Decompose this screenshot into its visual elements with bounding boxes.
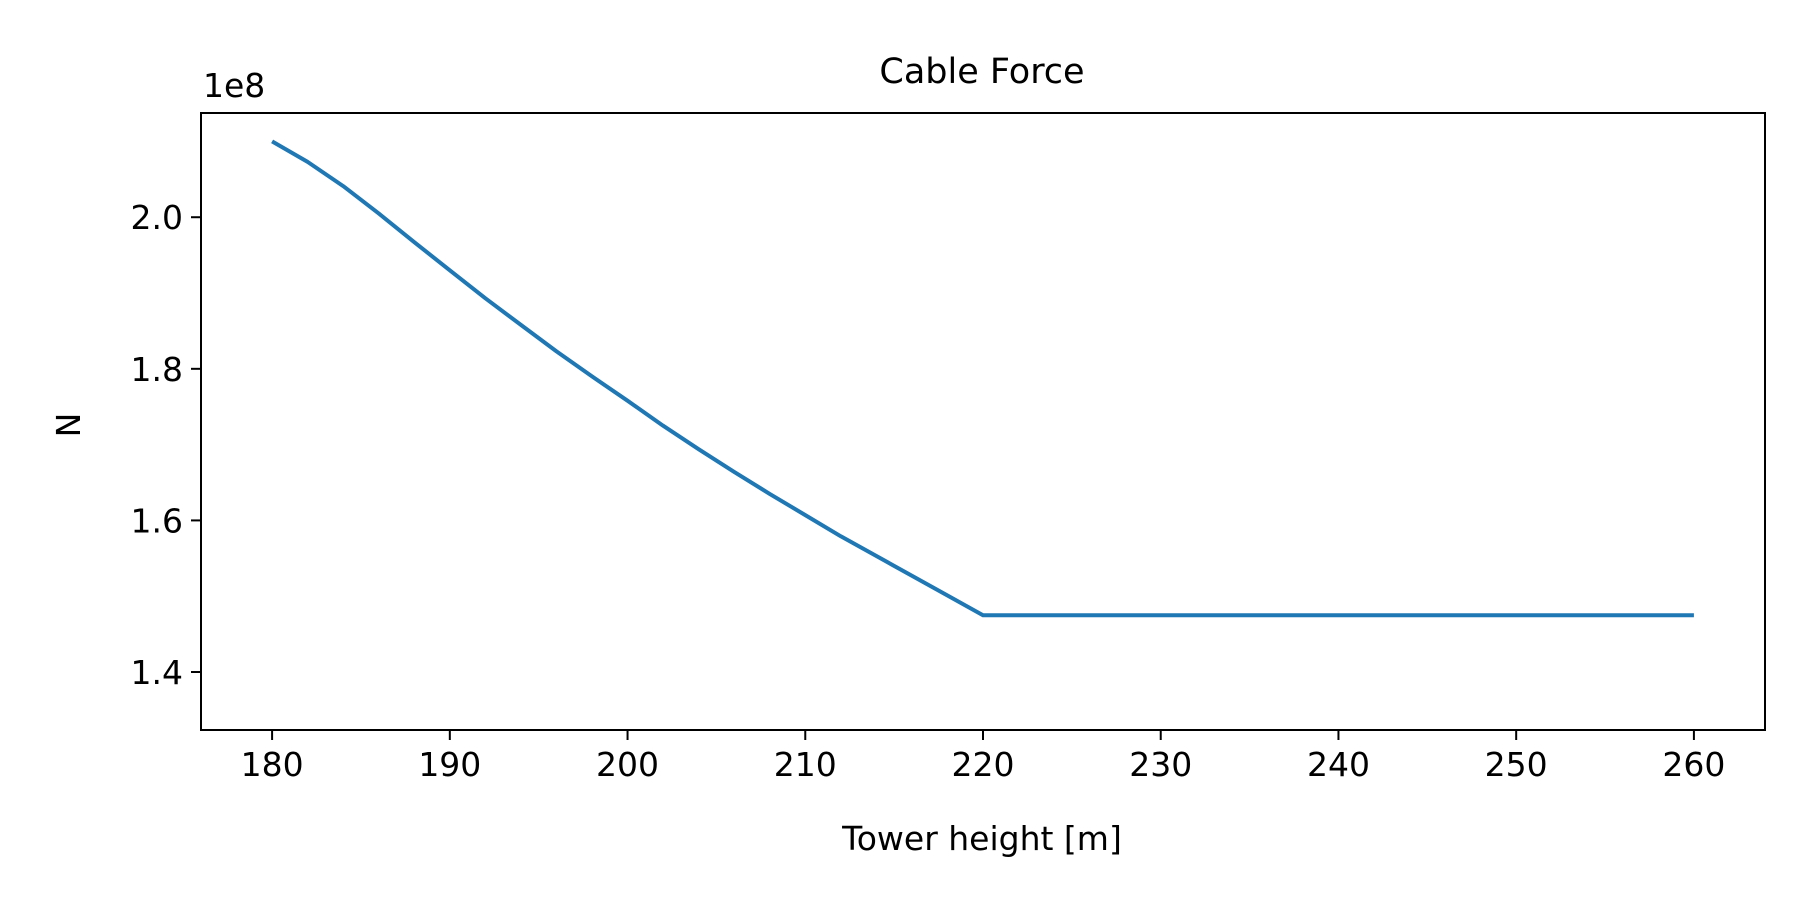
chart-title: Cable Force [879, 52, 1084, 92]
y-tick-label: 1.6 [131, 501, 183, 540]
series-line-0 [271, 139, 1694, 618]
x-tick-label: 240 [1307, 745, 1370, 784]
y-tick-label: 2.0 [131, 198, 183, 237]
y-offset-label: 1e8 [203, 66, 265, 105]
y-axis-label: N [49, 413, 88, 438]
plot-frame [200, 112, 1766, 731]
x-tick-label: 260 [1662, 745, 1725, 784]
plot-area [200, 112, 1766, 731]
x-axis: 180 190 200 210 220 230 240 250 260 [241, 730, 1725, 784]
x-tick-label: 180 [241, 745, 304, 784]
x-tick-label: 190 [418, 745, 481, 784]
y-tick-label: 1.8 [131, 350, 183, 389]
x-tick-label: 250 [1485, 745, 1548, 784]
x-axis-label: Tower height [m] [841, 819, 1122, 858]
y-axis: 1.4 1.6 1.8 2.0 [131, 198, 201, 692]
x-tick-label: 220 [952, 745, 1015, 784]
x-tick-label: 230 [1129, 745, 1192, 784]
x-tick-label: 210 [774, 745, 837, 784]
series-layer [271, 139, 1694, 618]
y-tick-label: 1.4 [131, 653, 183, 692]
x-tick-label: 200 [596, 745, 659, 784]
